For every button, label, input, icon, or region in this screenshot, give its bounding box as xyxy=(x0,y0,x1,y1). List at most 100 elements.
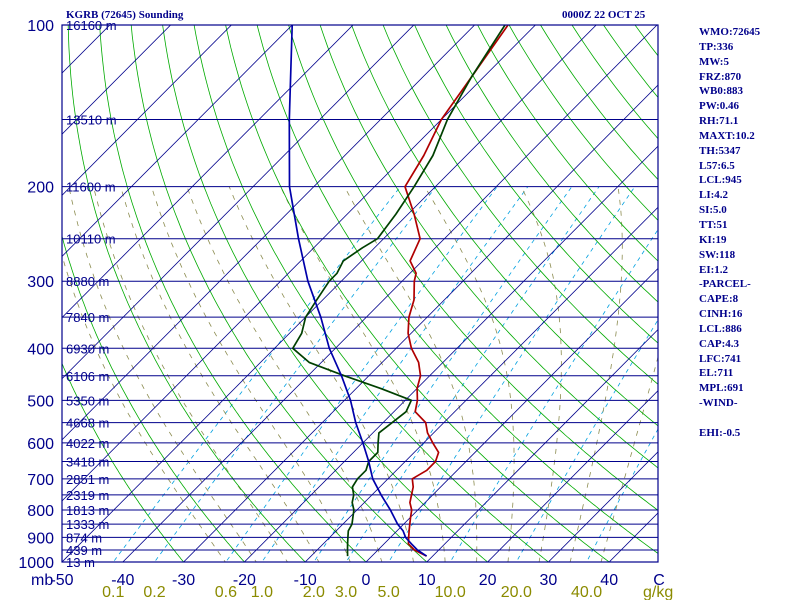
index-item: LCL:886 xyxy=(699,322,742,335)
moist-adiabat xyxy=(186,186,383,562)
isotherm xyxy=(365,267,658,562)
mixing-ratio-tick-label: 3.0 xyxy=(335,584,357,600)
dry-adiabat xyxy=(62,362,185,562)
mixing-ratio-tick-label: 0.2 xyxy=(143,584,165,600)
height-label: 7840 m xyxy=(66,310,109,325)
isotherm xyxy=(62,25,415,380)
dry-adiabat xyxy=(351,25,658,427)
isotherm xyxy=(304,206,658,562)
index-item: CAP:4.3 xyxy=(699,337,740,350)
parcel-line xyxy=(288,25,428,557)
pressure-tick-label: 400 xyxy=(27,341,54,358)
mixing-ratio-tick-label: 20.0 xyxy=(501,584,532,600)
pressure-tick-label: 800 xyxy=(27,503,54,520)
isotherm xyxy=(183,84,658,562)
isotherm xyxy=(487,390,658,562)
height-label: 6106 m xyxy=(66,369,109,384)
height-label: 6930 m xyxy=(66,341,109,356)
pressure-tick-label: 200 xyxy=(27,180,54,197)
mixing-ratio-tick-label: 0.1 xyxy=(102,584,124,600)
dry-adiabat xyxy=(256,25,658,554)
isotherm xyxy=(547,451,658,562)
isotherm xyxy=(122,25,658,562)
height-label: 874 m xyxy=(66,530,102,545)
indices-panel: WMO:72645 TP:336 MW:5 FRZ:870 WB0:883 PW:0.46… xyxy=(699,25,760,441)
dry-adiabat xyxy=(99,25,367,562)
temperature-tick-label: 30 xyxy=(540,572,558,589)
dry-adiabat xyxy=(67,25,306,562)
index-item: CAPE:8 xyxy=(699,293,739,306)
height-label: 5350 m xyxy=(66,393,109,408)
temperature-tick-label: -20 xyxy=(233,572,256,589)
mixing-ratio-line xyxy=(154,186,437,562)
moist-adiabat xyxy=(600,355,658,562)
pressure-tick-label: 100 xyxy=(27,18,54,35)
temperature-tick-label: -40 xyxy=(111,572,134,589)
station-title: KGRB (72645) Sounding xyxy=(66,9,184,21)
index-item: TP:336 xyxy=(699,40,734,53)
temperature-tick-label: -50 xyxy=(50,572,73,589)
sounding-traces xyxy=(288,25,509,557)
temperature-tick-label: -30 xyxy=(172,572,195,589)
dry-adiabat xyxy=(414,25,658,344)
index-item: MAXT:10.2 xyxy=(699,129,755,142)
sounding-datetime: 0000Z 22 OCT 25 xyxy=(562,9,646,21)
moist-adiabat xyxy=(344,186,478,562)
temperature-tick-label: 10 xyxy=(418,572,436,589)
pressure-tick-label: 1000 xyxy=(18,555,54,572)
isotherm xyxy=(62,25,293,257)
height-label: 8880 m xyxy=(66,274,109,289)
dry-adiabat xyxy=(445,25,658,303)
dry-adiabats xyxy=(62,25,658,562)
isotherm xyxy=(0,13,61,573)
dry-adiabat xyxy=(477,25,658,262)
index-item: WMO:72645 xyxy=(699,26,761,38)
height-label: 10110 m xyxy=(66,232,116,247)
index-item: LCL:945 xyxy=(699,174,742,187)
height-label: 2851 m xyxy=(66,472,109,487)
dry-adiabat xyxy=(603,25,658,99)
mixing-ratio-line xyxy=(225,186,498,562)
height-label: 1813 m xyxy=(66,503,109,518)
index-item: LFC:741 xyxy=(699,352,742,365)
index-item: EHI:-0.5 xyxy=(699,426,741,439)
height-label: 4022 m xyxy=(66,436,109,451)
height-label: 13510 m xyxy=(66,113,117,128)
index-item: TT:51 xyxy=(699,218,728,231)
index-item: WB0:883 xyxy=(699,85,743,98)
mixing-ratio-unit-label: g/kg xyxy=(643,584,673,600)
index-item: KI:19 xyxy=(699,233,727,246)
temperature-line xyxy=(404,25,509,557)
index-item: LI:4.2 xyxy=(699,189,729,202)
moist-adiabat xyxy=(120,186,320,562)
index-item: SI:5.0 xyxy=(699,204,727,217)
mixing-ratio-tick-label: 0.6 xyxy=(215,584,237,600)
mixing-ratio-line xyxy=(313,186,573,562)
isotherm xyxy=(62,25,476,441)
moist-adiabat xyxy=(569,186,623,562)
mixing-ratio-tick-label: 5.0 xyxy=(378,584,400,600)
mixing-ratio-line xyxy=(112,186,401,562)
height-label: 1333 m xyxy=(66,517,109,532)
temperature-tick-label: 0 xyxy=(362,572,371,589)
isotherm xyxy=(62,25,354,319)
mixing-ratio-line xyxy=(586,428,658,562)
dry-adiabat xyxy=(193,25,550,562)
moist-adiabat xyxy=(62,254,226,562)
dry-adiabat xyxy=(382,25,658,385)
isotherms xyxy=(0,13,658,573)
moist-adiabat xyxy=(68,186,257,562)
isotherm xyxy=(62,25,597,562)
dry-adiabat xyxy=(319,25,658,469)
pressure-tick-label: 600 xyxy=(27,436,54,453)
index-item: RH:71.1 xyxy=(699,115,739,128)
index-item: L57:6.5 xyxy=(699,159,735,172)
index-item: -WIND- xyxy=(699,397,738,410)
index-item xyxy=(699,411,760,426)
mixing-ratio-line xyxy=(261,186,529,562)
height-label: 439 m xyxy=(66,543,102,558)
moist-adiabat xyxy=(93,186,288,562)
index-item: SW:118 xyxy=(699,248,736,261)
index-item: TH:5347 xyxy=(699,144,741,157)
